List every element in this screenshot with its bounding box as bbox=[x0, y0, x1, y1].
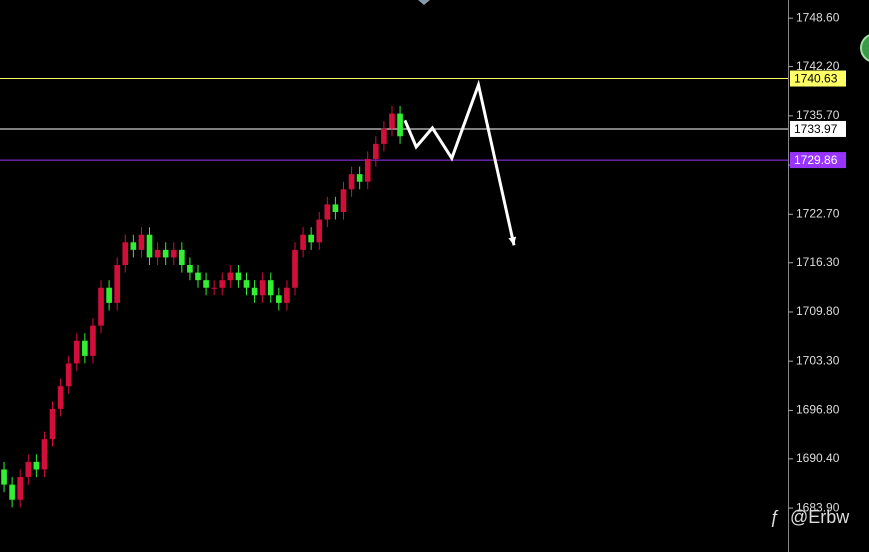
watermark-icon: ƒ bbox=[770, 507, 780, 527]
candle-body bbox=[259, 280, 266, 296]
candle-body bbox=[170, 249, 177, 258]
candle-body bbox=[203, 280, 209, 288]
candle-body bbox=[251, 287, 258, 296]
candle-body bbox=[1, 469, 7, 485]
candle-body bbox=[57, 386, 64, 409]
y-tick-label: 1735.70 bbox=[796, 108, 840, 122]
candle-body bbox=[90, 325, 96, 356]
candle-body bbox=[146, 234, 153, 258]
candle-body bbox=[41, 439, 48, 470]
candle-body bbox=[25, 461, 32, 478]
y-tick-label: 1690.40 bbox=[796, 451, 840, 465]
y-tick-label: 1722.70 bbox=[796, 206, 840, 220]
price-label-bg bbox=[790, 70, 846, 87]
candle-body bbox=[348, 174, 355, 190]
candle-body bbox=[300, 234, 306, 250]
y-tick-label: 1742.20 bbox=[796, 59, 840, 73]
y-tick-label: 1683.90 bbox=[796, 500, 840, 514]
badge bbox=[860, 34, 869, 62]
candle-body bbox=[397, 113, 403, 137]
candle-body bbox=[389, 113, 395, 129]
price-label: 1729.86 bbox=[794, 153, 838, 167]
candle-body bbox=[324, 204, 331, 220]
marker bbox=[418, 0, 430, 5]
candle-body bbox=[235, 272, 242, 281]
candle-body bbox=[195, 272, 201, 281]
y-tick-label: 1709.80 bbox=[796, 304, 840, 318]
candle-body bbox=[122, 242, 129, 266]
candle-body bbox=[356, 174, 363, 182]
price-label-bg bbox=[790, 120, 846, 137]
candle-body bbox=[276, 295, 282, 303]
candle-body bbox=[227, 272, 234, 281]
candle-body bbox=[154, 249, 161, 258]
projection-arrowhead bbox=[508, 236, 517, 246]
candle-body bbox=[130, 242, 137, 250]
candle-body bbox=[82, 340, 88, 356]
candle-body bbox=[267, 280, 274, 296]
candle-body bbox=[340, 189, 347, 213]
candle-body bbox=[292, 249, 298, 288]
candle-body bbox=[308, 234, 314, 243]
candle-body bbox=[138, 234, 145, 250]
price-label-bg bbox=[790, 152, 846, 169]
candle-body bbox=[17, 477, 24, 500]
candle-body bbox=[284, 287, 290, 303]
candle-body bbox=[364, 159, 371, 182]
candle-body bbox=[316, 219, 323, 243]
candle-body bbox=[219, 280, 226, 288]
price-label: 1740.63 bbox=[794, 72, 838, 86]
y-tick-label: 1696.80 bbox=[796, 403, 840, 417]
candle-body bbox=[114, 265, 121, 303]
candle-body bbox=[332, 204, 339, 213]
price-label: 1733.97 bbox=[794, 122, 838, 136]
candle-body bbox=[187, 265, 193, 273]
candle-body bbox=[65, 363, 72, 387]
candle-body bbox=[372, 143, 379, 160]
candle-body bbox=[381, 128, 387, 144]
y-tick-label: 1716.30 bbox=[796, 255, 840, 269]
projection-path bbox=[403, 79, 516, 246]
candle-body bbox=[73, 340, 80, 364]
candle-body bbox=[162, 249, 169, 258]
candle-body bbox=[243, 280, 250, 288]
candle-body bbox=[49, 408, 56, 440]
candle-body bbox=[33, 461, 40, 470]
candle-body bbox=[211, 287, 218, 289]
y-tick-label: 1748.60 bbox=[796, 10, 840, 24]
candle-body bbox=[98, 287, 104, 326]
y-tick-label: 1703.30 bbox=[796, 353, 840, 367]
candle-body bbox=[106, 287, 112, 303]
candle-body bbox=[9, 484, 15, 500]
watermark: @Erbw bbox=[790, 507, 850, 527]
candle-body bbox=[179, 249, 185, 266]
